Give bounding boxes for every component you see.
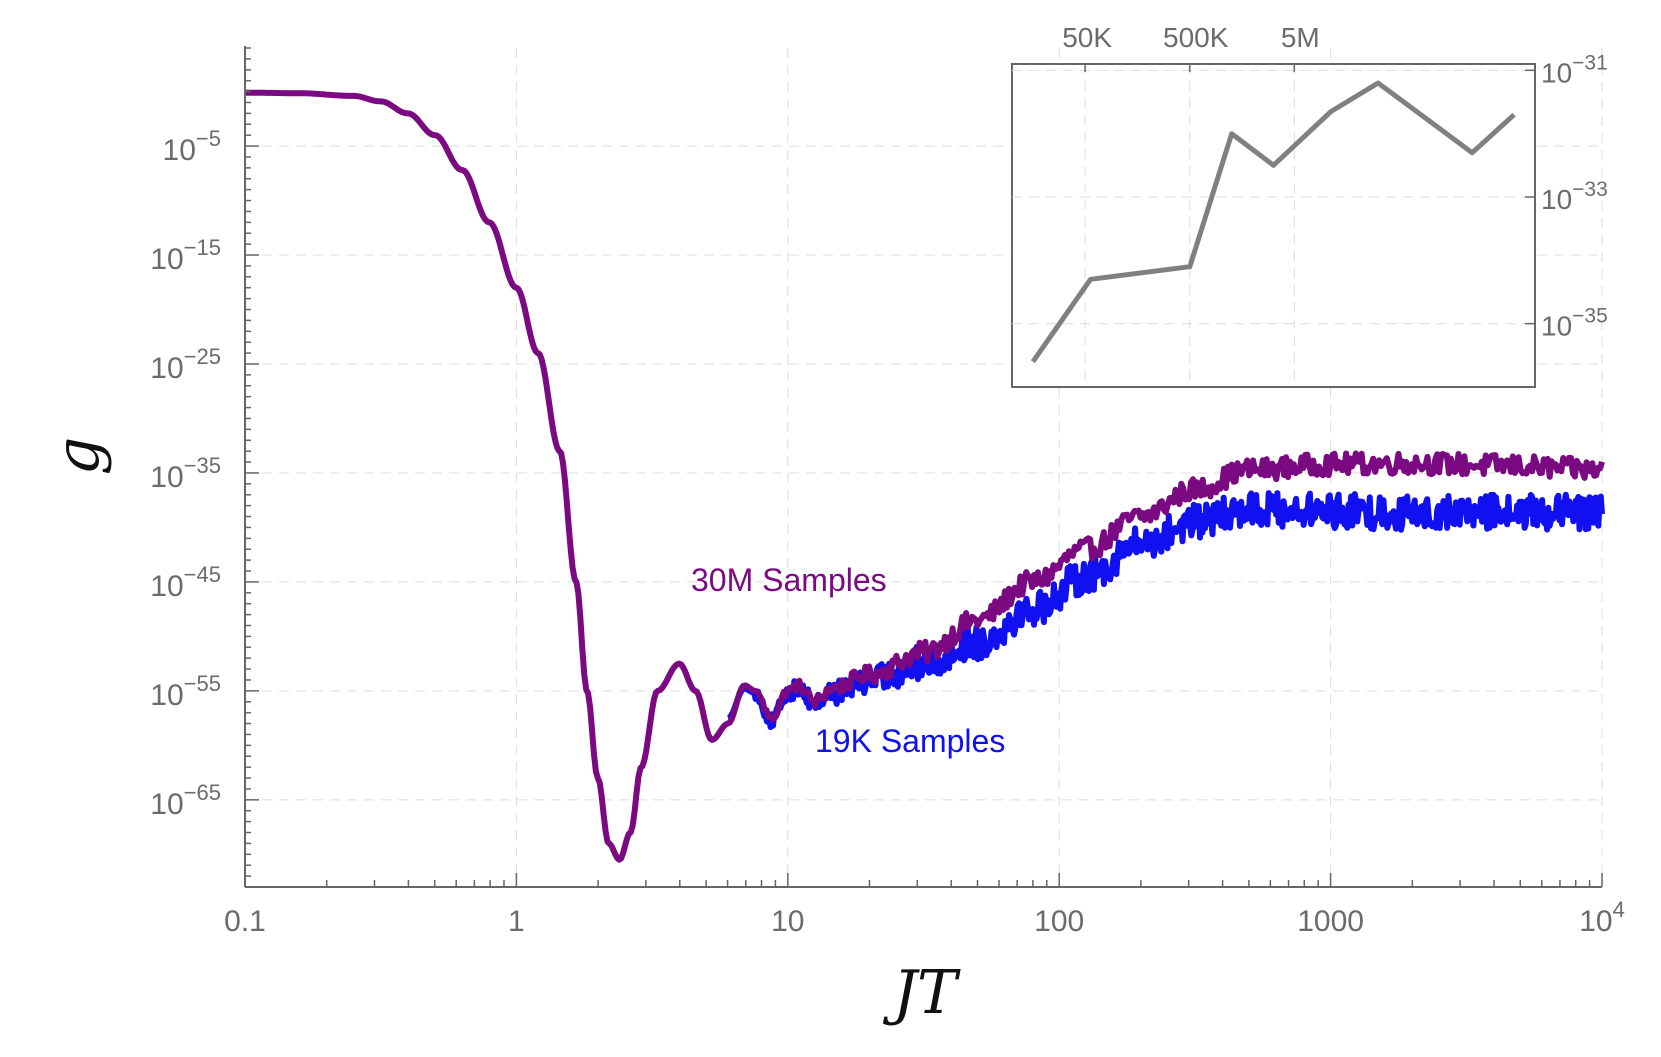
y-tick-label: 10−5 [163, 126, 221, 167]
y-tick-label: 10−45 [150, 562, 221, 603]
series-line-30m [243, 89, 1605, 863]
y-tick-label: 10−25 [150, 344, 221, 385]
y-tick-label: 10−65 [150, 780, 221, 821]
x-tick-label: 0.1 [224, 905, 266, 938]
y-tick-label: 10−15 [150, 235, 221, 276]
x-tick-label: 100 [1034, 905, 1084, 938]
inset-chart: 50K 500K 5M 10−31 10−33 10−35 [1011, 22, 1608, 388]
series-line-19k [726, 490, 1605, 731]
inset-x-tick-label: 50K [1062, 22, 1112, 53]
y-axis-title: g [43, 437, 113, 475]
y-tick-label: 10−55 [150, 671, 221, 712]
main-frame [244, 46, 1602, 888]
inset-x-tick-label: 5M [1281, 22, 1320, 53]
inset-y-tick-label: 10−31 [1541, 51, 1608, 88]
main-series [243, 89, 1605, 863]
inset-frame [1011, 63, 1536, 388]
inset-series-line [1030, 80, 1516, 364]
series-label-30m: 30M Samples [691, 562, 887, 598]
main-ticks: 0.1 1 10 100 1000 104 10−5 10−15 10−25 10−35 10−45… [150, 47, 1625, 938]
x-tick-label: 1000 [1297, 905, 1364, 938]
series-label-19k: 19K Samples [815, 723, 1005, 759]
x-tick-label: 1 [508, 905, 525, 938]
x-axis-title: JT [882, 958, 961, 1028]
inset-y-tick-label: 10−33 [1541, 178, 1608, 215]
inset-y-tick-label: 10−35 [1541, 305, 1608, 342]
inset-x-tick-label: 500K [1163, 22, 1229, 53]
x-tick-label: 104 [1579, 897, 1625, 938]
y-tick-label: 10−35 [150, 453, 221, 494]
x-tick-label: 10 [771, 905, 804, 938]
